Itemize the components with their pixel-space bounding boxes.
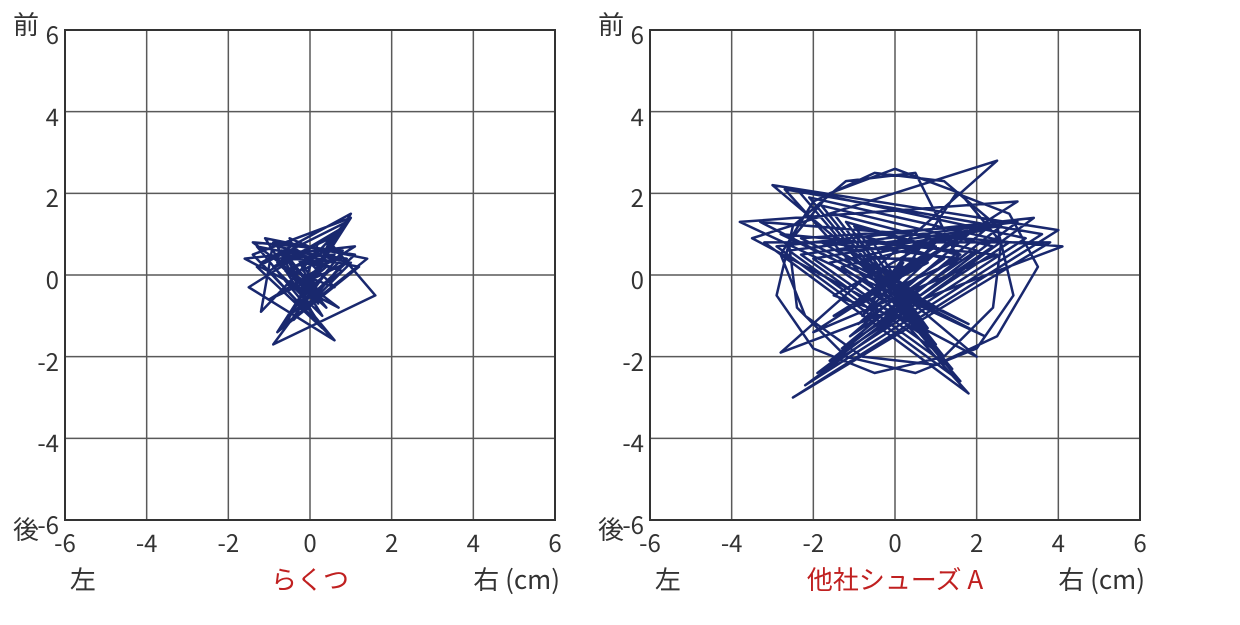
xtick-right-6: 6 [1110, 524, 1170, 559]
xtick-right-4: 4 [1028, 524, 1088, 559]
xtick-right--2: -2 [783, 524, 843, 559]
xtick-right--4: -4 [702, 524, 762, 559]
trace-right [740, 161, 1063, 398]
ytick-right-4: 4 [631, 98, 644, 133]
ytick-right-6: 6 [631, 16, 644, 51]
figure-stage: -6-4-20246-6-4-20246前後左右 (cm)らくつ-6-4-202… [0, 0, 1240, 625]
chart-title-right: 他社シューズ A [650, 560, 1140, 597]
ytick-right-0: 0 [631, 261, 644, 296]
label-back-right: 後 [598, 510, 624, 547]
label-front-right: 前 [598, 5, 624, 42]
xtick-right-2: 2 [947, 524, 1007, 559]
ytick-right--2: -2 [622, 343, 644, 378]
xtick-right-0: 0 [865, 524, 925, 559]
xtick-right--6: -6 [620, 524, 680, 559]
ytick-right--4: -4 [622, 424, 644, 459]
ytick-right-2: 2 [631, 179, 644, 214]
